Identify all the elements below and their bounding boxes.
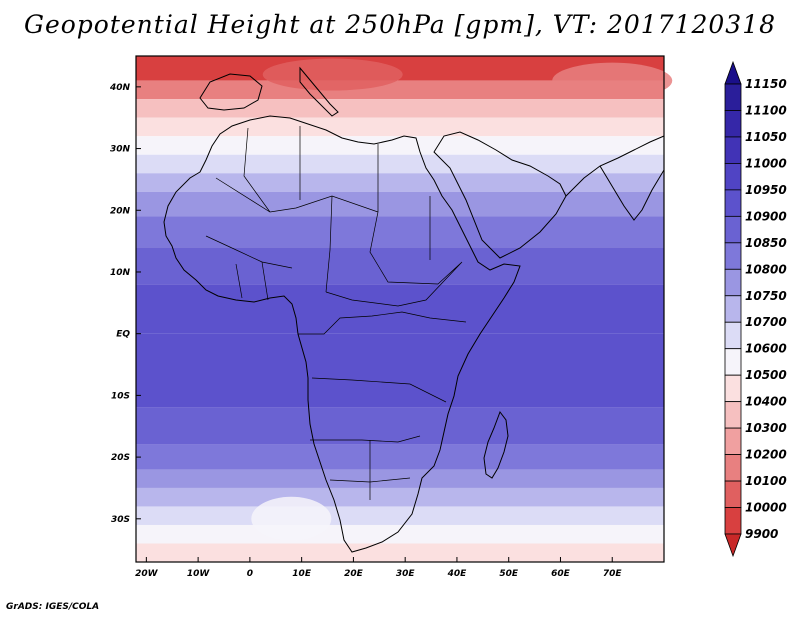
colorbar-label: 10850 xyxy=(745,236,787,250)
colorbar-swatch xyxy=(724,454,742,482)
lat-label: 40N xyxy=(109,83,131,93)
colorbar-swatch xyxy=(724,189,742,217)
lon-label: 40E xyxy=(447,569,468,579)
lon-label: 20W xyxy=(135,569,159,579)
lat-label: 20S xyxy=(111,453,130,463)
colorbar-bottom-arrow xyxy=(724,533,742,558)
asia-coastline xyxy=(565,135,665,197)
lon-label: 70E xyxy=(603,569,623,579)
arabian-peninsula-coastline xyxy=(433,131,567,259)
field-band xyxy=(136,407,664,445)
colorbar-swatch xyxy=(724,163,742,191)
colorbar-swatch xyxy=(724,110,742,138)
colorbar-label: 10700 xyxy=(745,315,787,329)
lon-label: 50E xyxy=(499,569,519,579)
colorbar-label: 10750 xyxy=(745,289,787,303)
colorbar-label: 11050 xyxy=(745,130,787,144)
colorbar-label: 10500 xyxy=(745,368,787,382)
colorbar-swatch xyxy=(724,374,742,403)
colorbar-top-arrow xyxy=(724,60,742,85)
field-anomaly xyxy=(262,58,403,91)
lat-label: EQ xyxy=(116,330,130,340)
lon-label: 10E xyxy=(292,569,312,579)
longitude-axis: 20W 10W 0 10E 20E 30E 40E 50E 60E 70E xyxy=(135,557,622,579)
colorbar-label: 10900 xyxy=(745,209,787,223)
india-coastline xyxy=(599,165,665,221)
iberia-coastline xyxy=(199,73,263,111)
field-band xyxy=(136,444,664,470)
lon-label: 20E xyxy=(344,569,364,579)
colorbar-label: 11100 xyxy=(745,103,787,117)
colorbar-swatch xyxy=(724,242,742,270)
field-band xyxy=(136,333,664,408)
field-band xyxy=(136,524,664,544)
height-field xyxy=(136,56,673,562)
lon-label: 10W xyxy=(187,569,211,579)
field-band xyxy=(136,173,664,192)
lat-label: 30S xyxy=(111,515,130,525)
colorbar-label: 10100 xyxy=(745,474,787,488)
field-band xyxy=(136,80,664,100)
colorbar-swatch xyxy=(724,427,742,455)
lon-label: 0 xyxy=(247,569,253,579)
field-band xyxy=(136,154,664,174)
colorbar-swatch xyxy=(724,321,742,350)
lon-label: 60E xyxy=(551,569,571,579)
lat-label: 20N xyxy=(110,206,131,216)
colorbar-label: 10200 xyxy=(745,448,787,462)
field-band xyxy=(136,506,664,525)
grads-credit: GrADS: IGES/COLA xyxy=(6,602,100,612)
colorbar-swatch xyxy=(724,83,742,111)
field-band xyxy=(136,99,664,118)
map-frame xyxy=(135,55,665,563)
colorbar-label: 11000 xyxy=(745,156,787,170)
colorbar-label: 11150 xyxy=(745,77,787,91)
colorbar: 11150 11100 11050 11000 10950 10900 10850 10800… xyxy=(724,60,787,558)
africa-coastline xyxy=(163,115,521,553)
field-anomaly xyxy=(251,496,332,541)
colorbar-swatch xyxy=(724,348,742,376)
chart-title: Geopotential Height at 250hPa [gpm], VT:… xyxy=(23,10,777,39)
colorbar-label: 10300 xyxy=(745,421,787,435)
colorbar-label: 10950 xyxy=(745,183,787,197)
colorbar-swatch xyxy=(724,268,742,297)
field-band xyxy=(136,216,664,248)
field-band xyxy=(136,284,664,334)
colorbar-label: 10600 xyxy=(745,342,787,356)
lat-label: 30N xyxy=(110,145,131,155)
colorbar-swatch xyxy=(724,401,742,429)
colorbar-swatch xyxy=(724,215,742,244)
field-band xyxy=(136,487,664,507)
coastline-outlines xyxy=(163,66,665,553)
italy-coastline xyxy=(299,66,339,117)
field-band xyxy=(136,543,664,562)
field-band xyxy=(136,117,664,137)
colorbar-label: 10000 xyxy=(745,501,787,515)
colorbar-swatch xyxy=(724,507,742,535)
lat-label: 10S xyxy=(111,391,130,401)
lon-label: 30E xyxy=(396,569,416,579)
field-band xyxy=(136,247,664,285)
colorbar-swatch xyxy=(724,480,742,508)
borders xyxy=(205,126,467,500)
colorbar-swatch xyxy=(724,136,742,164)
madagascar-coastline xyxy=(483,410,509,479)
colorbar-swatch xyxy=(724,295,742,323)
colorbar-label: 10400 xyxy=(745,395,787,409)
field-band xyxy=(136,191,664,217)
field-band xyxy=(136,136,664,155)
lat-label: 10N xyxy=(110,268,131,278)
latitude-axis: 40N 30N 20N 10N EQ 10S 20S 30S xyxy=(109,83,141,525)
colorbar-label: 10800 xyxy=(745,262,787,276)
colorbar-label: 9900 xyxy=(745,527,778,541)
field-anomaly xyxy=(552,62,673,99)
